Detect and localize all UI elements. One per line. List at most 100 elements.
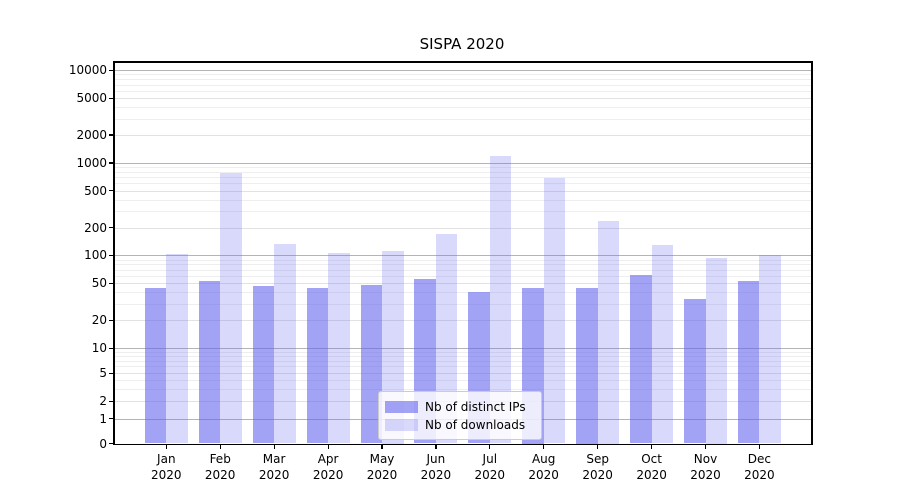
y-tick-label: 20 <box>91 313 107 328</box>
bar-downloads-nov <box>705 257 727 444</box>
y-tick-mark <box>109 134 113 136</box>
right-spine <box>811 61 813 445</box>
bottom-spine <box>113 443 813 445</box>
plot-area <box>113 61 811 444</box>
y-tick-mark <box>109 372 113 374</box>
bar-distinct-ips-may <box>360 284 382 444</box>
minor-gridline <box>113 118 811 120</box>
major-gridline <box>113 70 811 72</box>
x-tick-label: Jun 2020 <box>420 452 452 482</box>
x-tick-mark <box>273 445 275 449</box>
y-tick-mark <box>109 227 113 229</box>
x-tick-label: Dec 2020 <box>744 452 775 482</box>
y-tick-mark <box>109 97 113 99</box>
bar-distinct-ips-feb <box>198 280 221 444</box>
y-tick-mark <box>109 347 113 349</box>
y-tick-mark <box>109 443 113 445</box>
x-tick-mark <box>381 445 383 449</box>
minor-gridline <box>113 360 811 362</box>
y-tick-mark <box>109 418 113 420</box>
bar-distinct-ips-apr <box>306 288 329 444</box>
bar-downloads-apr <box>328 252 350 444</box>
sub-gridline <box>113 320 811 322</box>
y-tick-label: 100 <box>84 248 107 263</box>
major-gridline <box>113 255 811 257</box>
sub-gridline <box>113 227 811 229</box>
bar-downloads-oct <box>651 244 674 444</box>
major-gridline <box>113 162 811 164</box>
minor-gridline <box>113 356 811 357</box>
y-tick-mark <box>109 254 113 257</box>
y-tick-label: 50 <box>91 276 107 291</box>
y-tick-label: 0 <box>99 436 107 451</box>
legend-item-distinct-ips: Nb of distinct IPs <box>385 398 534 415</box>
bar-distinct-ips-mar <box>252 285 275 444</box>
sub-gridline <box>113 283 811 285</box>
bar-downloads-jan <box>166 253 188 444</box>
legend: Nb of distinct IPs Nb of downloads <box>378 391 542 440</box>
y-tick-mark <box>109 400 113 402</box>
minor-gridline <box>113 167 811 168</box>
y-tick-label: 1 <box>99 411 107 426</box>
sub-gridline <box>113 98 811 100</box>
legend-swatch-icon <box>385 418 418 431</box>
bar-downloads-dec <box>759 254 781 444</box>
minor-gridline <box>113 107 811 108</box>
minor-gridline <box>113 366 811 368</box>
legend-label: Nb of distinct IPs <box>425 399 526 414</box>
x-tick-label: Jul 2020 <box>474 452 506 482</box>
legend-label: Nb of downloads <box>425 417 526 432</box>
sub-gridline <box>113 190 811 192</box>
x-tick-label: Oct 2020 <box>636 452 667 482</box>
y-tick-label: 2000 <box>76 127 107 142</box>
minor-gridline <box>113 292 811 294</box>
minor-gridline <box>113 264 811 266</box>
legend-item-downloads: Nb of downloads <box>385 416 534 433</box>
minor-gridline <box>113 177 811 179</box>
bar-distinct-ips-oct <box>630 275 652 444</box>
minor-gridline <box>113 388 811 390</box>
chart-title: SISPA 2020 <box>419 35 505 53</box>
minor-gridline <box>113 171 811 173</box>
top-spine <box>113 61 813 63</box>
minor-gridline <box>113 351 811 353</box>
y-tick-mark <box>109 162 113 164</box>
minor-gridline <box>113 269 811 271</box>
x-tick-label: Aug 2020 <box>528 452 559 482</box>
y-tick-label: 5000 <box>76 91 107 106</box>
x-tick-mark <box>758 445 761 449</box>
x-tick-mark <box>651 445 653 449</box>
x-tick-label: Nov 2020 <box>690 452 721 482</box>
y-tick-label: 10 <box>91 341 107 355</box>
minor-gridline <box>113 199 811 201</box>
y-tick-mark <box>109 319 113 321</box>
minor-gridline <box>113 183 811 185</box>
y-tick-mark <box>109 69 113 71</box>
minor-gridline <box>113 84 811 86</box>
y-tick-label: 2 <box>99 394 107 408</box>
bar-distinct-ips-dec <box>737 280 760 444</box>
bar-downloads-mar <box>274 243 296 444</box>
minor-gridline <box>113 79 811 81</box>
x-tick-mark <box>435 445 437 449</box>
x-tick-mark <box>219 445 221 449</box>
minor-gridline <box>113 74 811 76</box>
x-tick-label: Sep 2020 <box>582 452 613 482</box>
minor-gridline <box>113 275 811 277</box>
bar-downloads-feb <box>220 172 242 444</box>
y-tick-label: 500 <box>84 183 107 198</box>
bar-distinct-ips-jan <box>144 288 167 444</box>
x-tick-label: Feb 2020 <box>204 452 236 482</box>
y-tick-label: 200 <box>84 220 107 235</box>
sub-gridline <box>113 373 811 374</box>
x-tick-mark <box>327 445 329 449</box>
minor-gridline <box>113 211 811 213</box>
x-tick-label: Apr 2020 <box>312 452 344 482</box>
y-tick-mark <box>109 190 113 192</box>
y-tick-mark <box>109 282 113 285</box>
y-tick-label: 10000 <box>68 63 107 78</box>
left-spine <box>113 61 115 445</box>
x-tick-mark <box>543 445 545 449</box>
legend-swatch-icon <box>385 400 418 413</box>
